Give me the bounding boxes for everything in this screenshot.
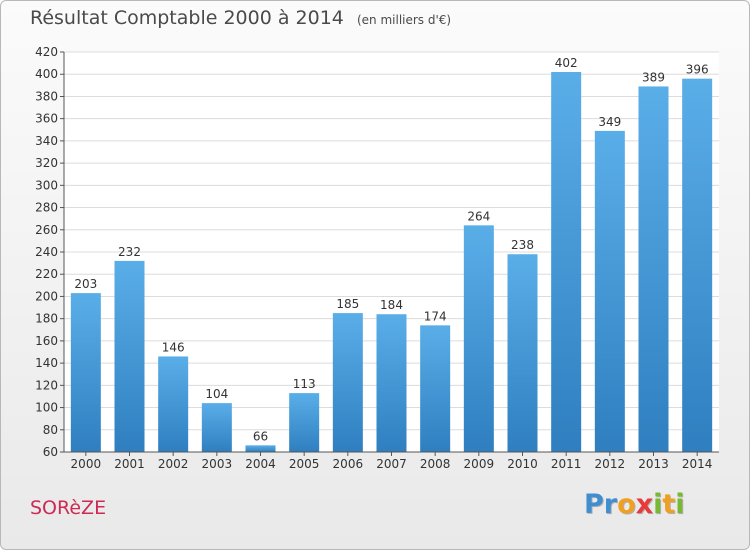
y-tick-label: 80 (43, 423, 58, 437)
proxiti-logo: Proxiti (584, 489, 685, 520)
bar-value-label: 104 (205, 387, 228, 401)
bar-value-label: 232 (118, 245, 141, 259)
y-tick-label: 360 (35, 112, 58, 126)
bar (463, 225, 494, 452)
bar-value-label: 185 (336, 297, 359, 311)
bar (376, 314, 407, 452)
x-tick-label: 2007 (376, 457, 407, 471)
bar (332, 313, 363, 452)
x-tick-label: 2010 (507, 457, 538, 471)
y-tick-label: 320 (35, 156, 58, 170)
chart-subtitle: (en milliers d'€) (356, 13, 452, 27)
x-tick-label: 2008 (420, 457, 451, 471)
bar-value-label: 184 (380, 298, 403, 312)
logo-letter: x (635, 489, 654, 520)
y-tick-label: 240 (35, 245, 58, 259)
logo-letter: t (662, 489, 676, 520)
logo-letter: o (617, 489, 636, 520)
x-tick-label: 2000 (71, 457, 102, 471)
bar (114, 260, 145, 452)
logo-letter: r (603, 489, 618, 520)
chart-title-row: Résultat Comptable 2000 à 2014 (en milli… (30, 7, 451, 29)
bar-value-label: 203 (74, 277, 97, 291)
x-tick-label: 2005 (289, 457, 320, 471)
bar-value-label: 66 (253, 429, 268, 443)
y-tick-label: 140 (35, 356, 58, 370)
y-tick-label: 60 (43, 445, 58, 459)
x-tick-label: 2011 (551, 457, 582, 471)
bar (201, 403, 232, 452)
x-tick-label: 2014 (682, 457, 713, 471)
y-tick-label: 220 (35, 267, 58, 281)
bar (507, 254, 538, 452)
bar (289, 393, 320, 452)
y-tick-label: 180 (35, 312, 58, 326)
y-tick-label: 160 (35, 334, 58, 348)
bar-value-label: 349 (598, 115, 621, 129)
x-tick-label: 2009 (464, 457, 495, 471)
bar-value-label: 264 (467, 209, 490, 223)
bar (158, 356, 189, 452)
y-tick-label: 260 (35, 223, 58, 237)
y-tick-label: 120 (35, 378, 58, 392)
y-tick-label: 100 (35, 401, 58, 415)
bar-value-label: 238 (511, 238, 534, 252)
bar (70, 293, 101, 452)
y-tick-label: 280 (35, 201, 58, 215)
bar-value-label: 402 (555, 56, 578, 70)
commune-name: SORèZE (30, 497, 107, 519)
y-tick-label: 400 (35, 67, 58, 81)
x-tick-label: 2013 (638, 457, 669, 471)
x-tick-label: 2006 (333, 457, 364, 471)
bar-value-label: 146 (162, 340, 185, 354)
x-tick-label: 2002 (158, 457, 189, 471)
axes: 60 80 100 120 140 160 180 200 220 240 260 280 300 320… (35, 45, 719, 471)
x-tick-label: 2003 (202, 457, 233, 471)
bar (245, 445, 276, 452)
bar (682, 78, 713, 453)
bar-value-label: 113 (293, 377, 316, 391)
bar-value-label: 174 (424, 309, 447, 323)
y-tick-label: 380 (35, 89, 58, 103)
x-tick-label: 2004 (245, 457, 276, 471)
x-tick-label: 2001 (114, 457, 145, 471)
bar-value-label: 389 (642, 70, 665, 84)
bar (638, 86, 669, 452)
bar (420, 325, 451, 452)
bar (551, 72, 582, 452)
bar (594, 130, 625, 452)
bars: 203 232 146 104 66 113 185 184 174 264 238 402 349 38… (70, 56, 713, 453)
bar-value-label: 396 (686, 63, 709, 77)
logo-letter: P (584, 489, 604, 520)
y-tick-label: 300 (35, 178, 58, 192)
logo-letter: i (653, 489, 663, 520)
x-tick-label: 2012 (595, 457, 626, 471)
y-tick-label: 340 (35, 134, 58, 148)
chart-title: Résultat Comptable 2000 à 2014 (30, 7, 344, 29)
y-tick-label: 200 (35, 289, 58, 303)
y-tick-label: 420 (35, 45, 58, 59)
logo-letter: i (675, 489, 685, 520)
